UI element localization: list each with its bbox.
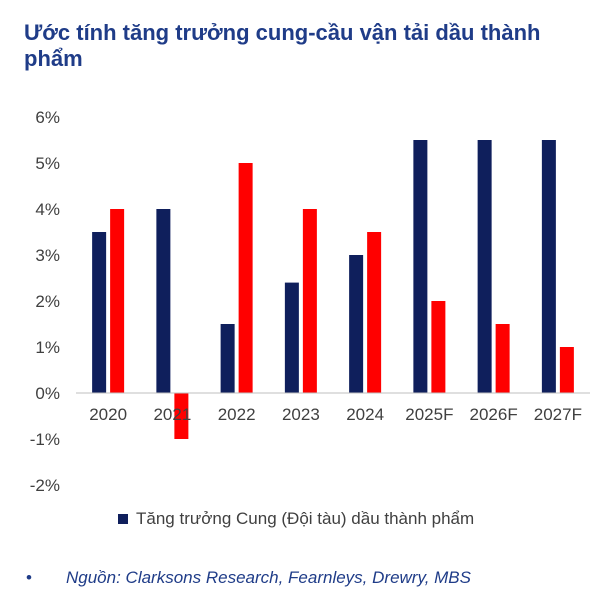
- bar-demand: [238, 163, 253, 393]
- x-tick-label: 2026F: [470, 405, 518, 424]
- bar-demand: [302, 209, 317, 393]
- chart-title: Ước tính tăng trưởng cung-cầu vận tải dầ…: [24, 20, 541, 71]
- x-tick-label: 2024: [346, 405, 384, 424]
- y-tick-label: -2%: [30, 476, 60, 495]
- y-tick-label: 3%: [35, 246, 60, 265]
- source-note: • Nguồn: Clarksons Research, Fearnleys, D…: [26, 568, 596, 588]
- x-tick-label: 2027F: [534, 405, 582, 424]
- bar-demand: [495, 324, 510, 393]
- bullet-icon: •: [26, 568, 32, 587]
- bar-supply: [156, 209, 171, 393]
- bar-supply: [220, 324, 235, 393]
- y-tick-label: 0%: [35, 384, 60, 403]
- bar-supply: [541, 140, 556, 393]
- bar-demand: [559, 347, 574, 393]
- bar-demand: [367, 232, 382, 393]
- x-tick-label: 2023: [282, 405, 320, 424]
- x-tick-label: 2025F: [405, 405, 453, 424]
- y-tick-label: 4%: [35, 200, 60, 219]
- bar-demand: [431, 301, 446, 393]
- bar-supply: [349, 255, 364, 393]
- legend-swatch-supply: [118, 514, 128, 524]
- bar-supply: [284, 282, 299, 393]
- y-tick-label: 5%: [35, 154, 60, 173]
- x-tick-label: 2020: [89, 405, 127, 424]
- y-tick-label: -1%: [30, 430, 60, 449]
- source-text: Nguồn: Clarksons Research, Fearnleys, Dr…: [66, 568, 471, 587]
- x-tick-label: 2021: [153, 405, 191, 424]
- y-tick-label: 1%: [35, 338, 60, 357]
- legend-label-supply: Tăng trưởng Cung (Đội tàu) dầu thành phẩ…: [136, 509, 475, 528]
- y-tick-label: 6%: [35, 108, 60, 127]
- bar-demand: [110, 209, 125, 393]
- bar-demand: [174, 393, 189, 439]
- bar-supply: [413, 140, 428, 393]
- bar-supply: [92, 232, 107, 393]
- bar-supply: [477, 140, 492, 393]
- x-tick-label: 2022: [218, 405, 256, 424]
- y-tick-label: 2%: [35, 292, 60, 311]
- legend: Tăng trưởng Cung (Đội tàu) dầu thành phẩ…: [118, 508, 474, 530]
